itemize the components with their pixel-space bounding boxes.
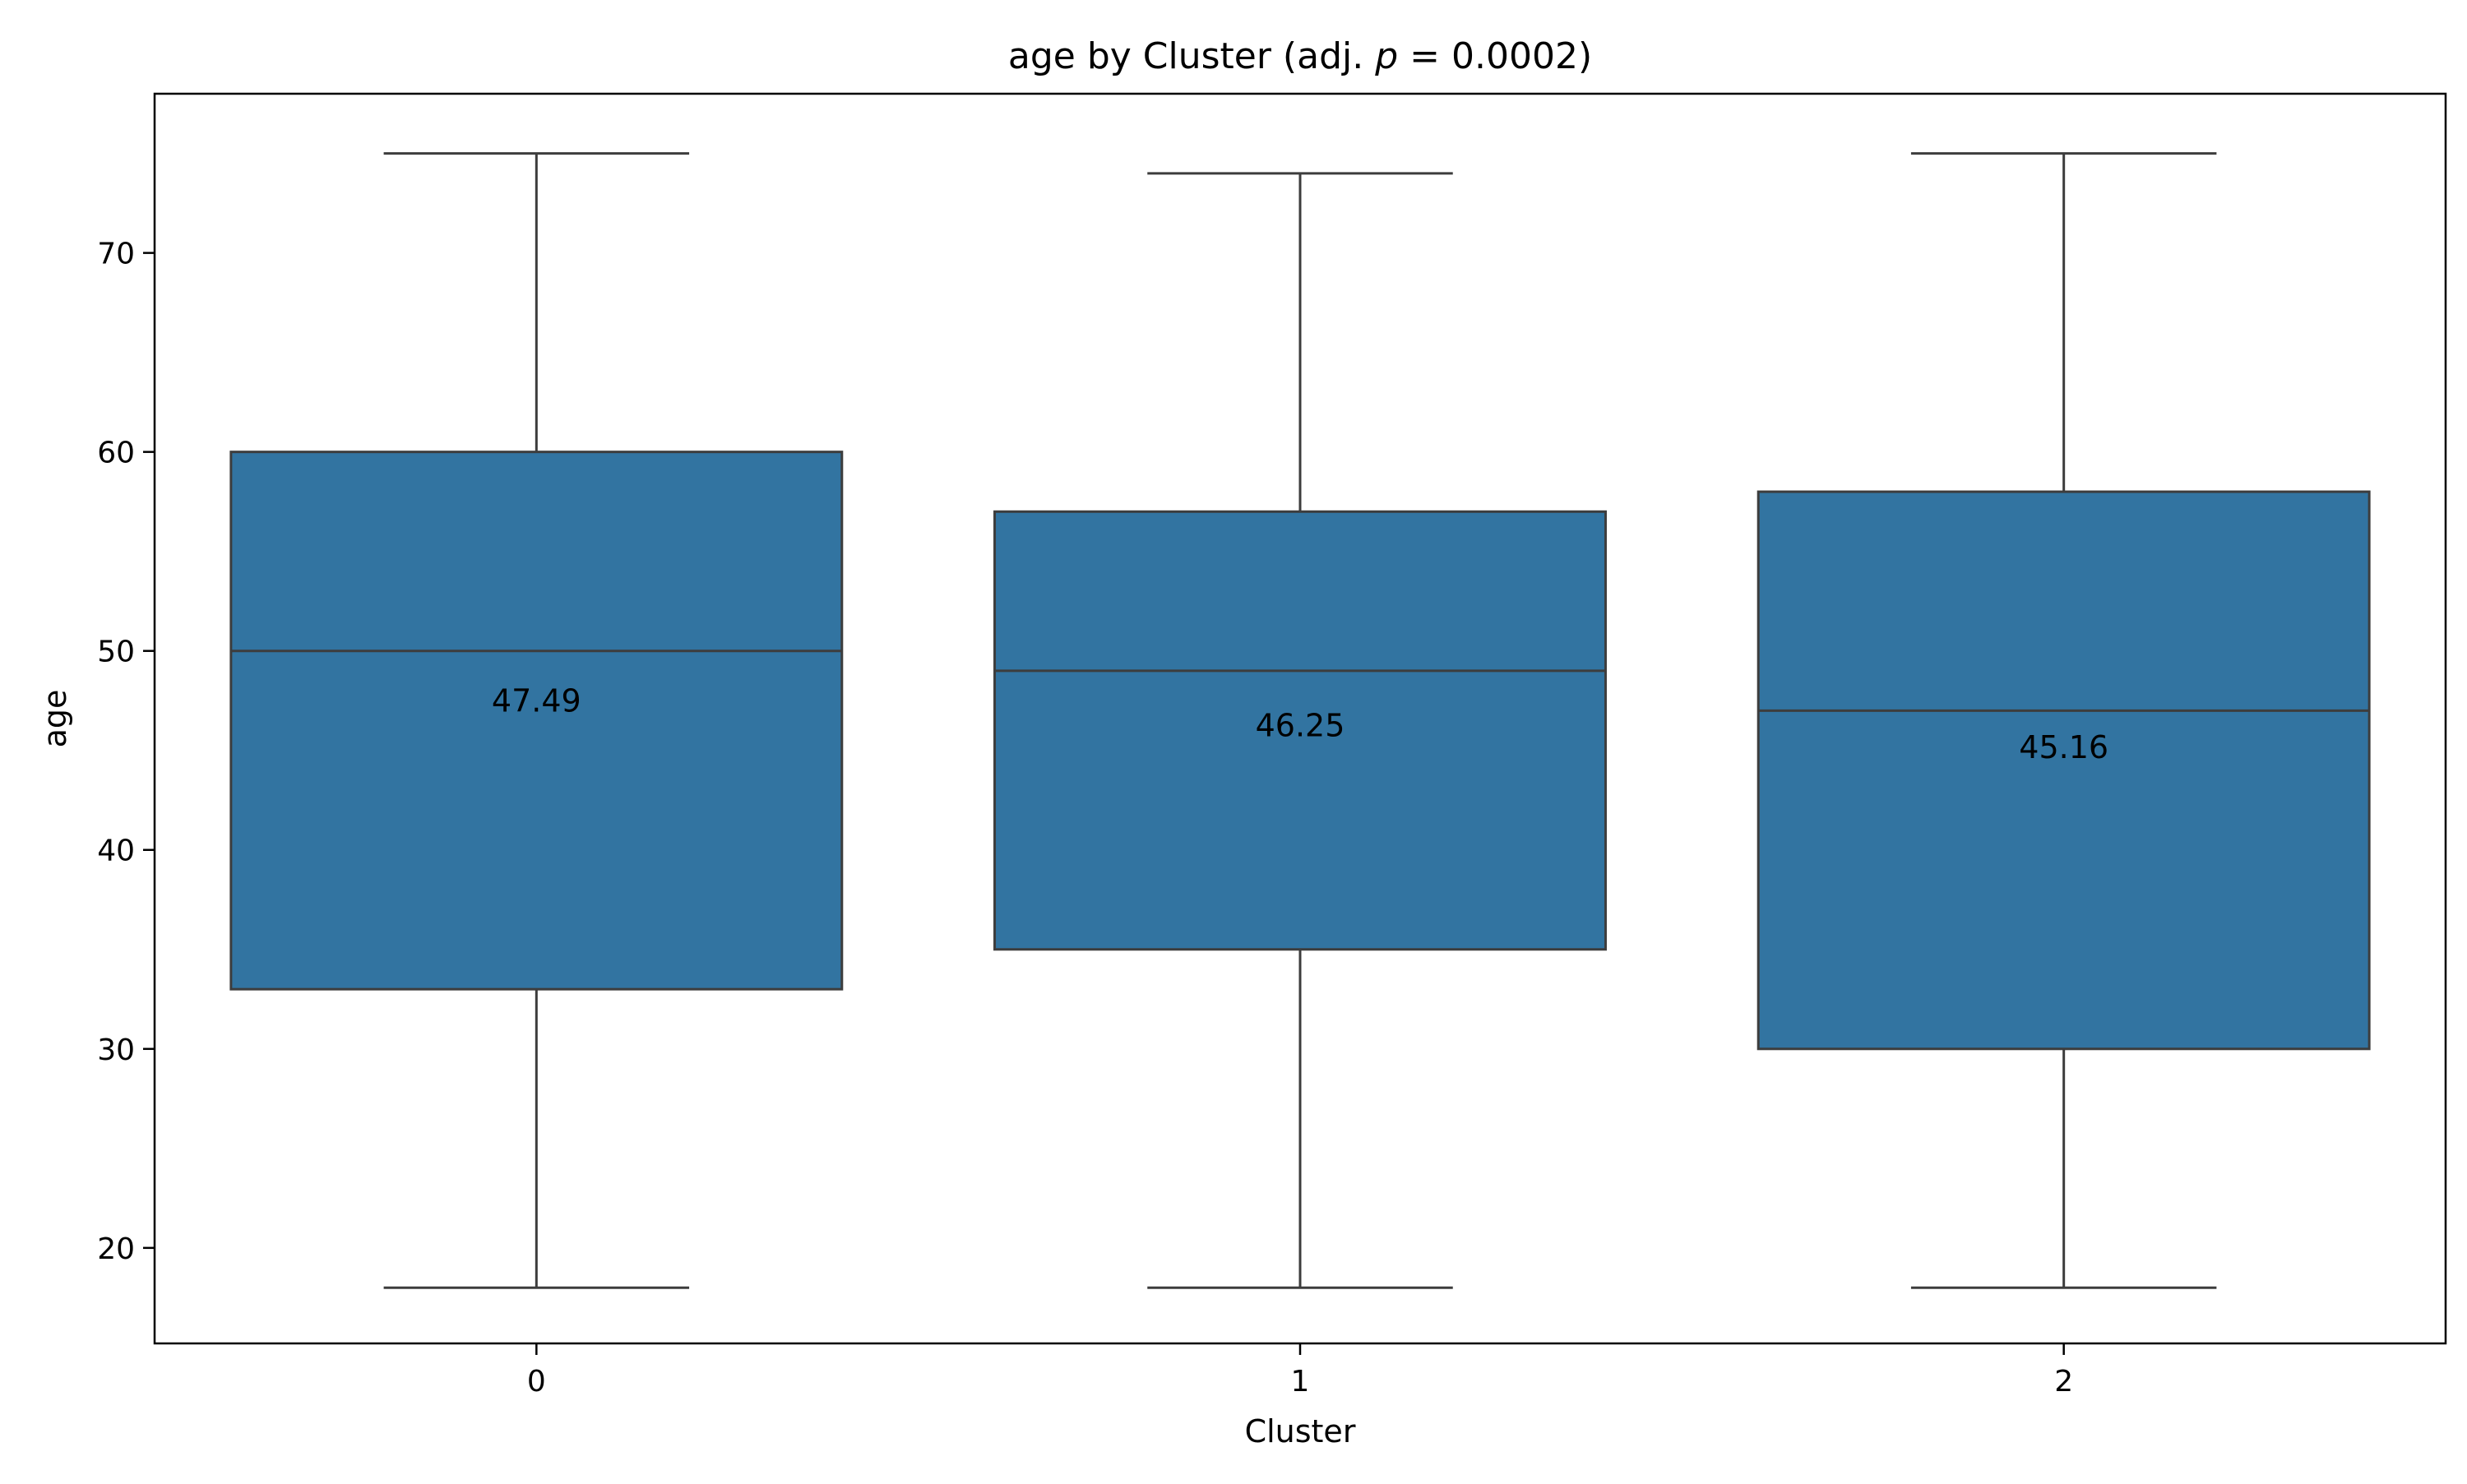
iqr-box (993, 510, 1607, 951)
y-axis-label: age (37, 690, 73, 748)
mean-value-label: 46.25 (1256, 707, 1345, 743)
x-axis-label: Cluster (1245, 1413, 1356, 1449)
mean-value-label: 45.16 (2019, 729, 2108, 765)
y-tick-label: 40 (97, 834, 135, 868)
y-tick-label: 60 (97, 437, 135, 470)
x-tick-label: 2 (2054, 1365, 2073, 1398)
plot-area-frame (153, 92, 2447, 1345)
y-tick-label: 20 (97, 1232, 135, 1266)
chart-title-prefix: age by Cluster (adj. (1008, 35, 1375, 77)
x-axis-ticks: 0 1 2 (527, 1343, 2073, 1398)
chart-title-suffix: = 0.0002) (1398, 35, 1592, 77)
y-tick-label: 30 (97, 1033, 135, 1067)
box-group-cluster-2: 45.16 (1757, 152, 2371, 1289)
box-group-cluster-1: 46.25 (993, 172, 1607, 1289)
iqr-box (229, 451, 844, 991)
x-tick-label: 0 (527, 1365, 546, 1398)
y-tick-label: 70 (97, 238, 135, 271)
y-axis-ticks: 20 30 40 50 60 70 (97, 238, 155, 1266)
boxes-layer: 47.49 46.25 45.16 (229, 152, 2371, 1289)
iqr-box (1757, 490, 2371, 1051)
mean-value-label: 47.49 (492, 682, 581, 719)
box-group-cluster-0: 47.49 (229, 152, 844, 1289)
chart-title: age by Cluster (adj. p = 0.0002) (1008, 35, 1592, 77)
y-tick-label: 50 (97, 636, 135, 669)
chart-title-p-symbol: p (1374, 35, 1398, 77)
x-tick-label: 1 (1291, 1365, 1310, 1398)
